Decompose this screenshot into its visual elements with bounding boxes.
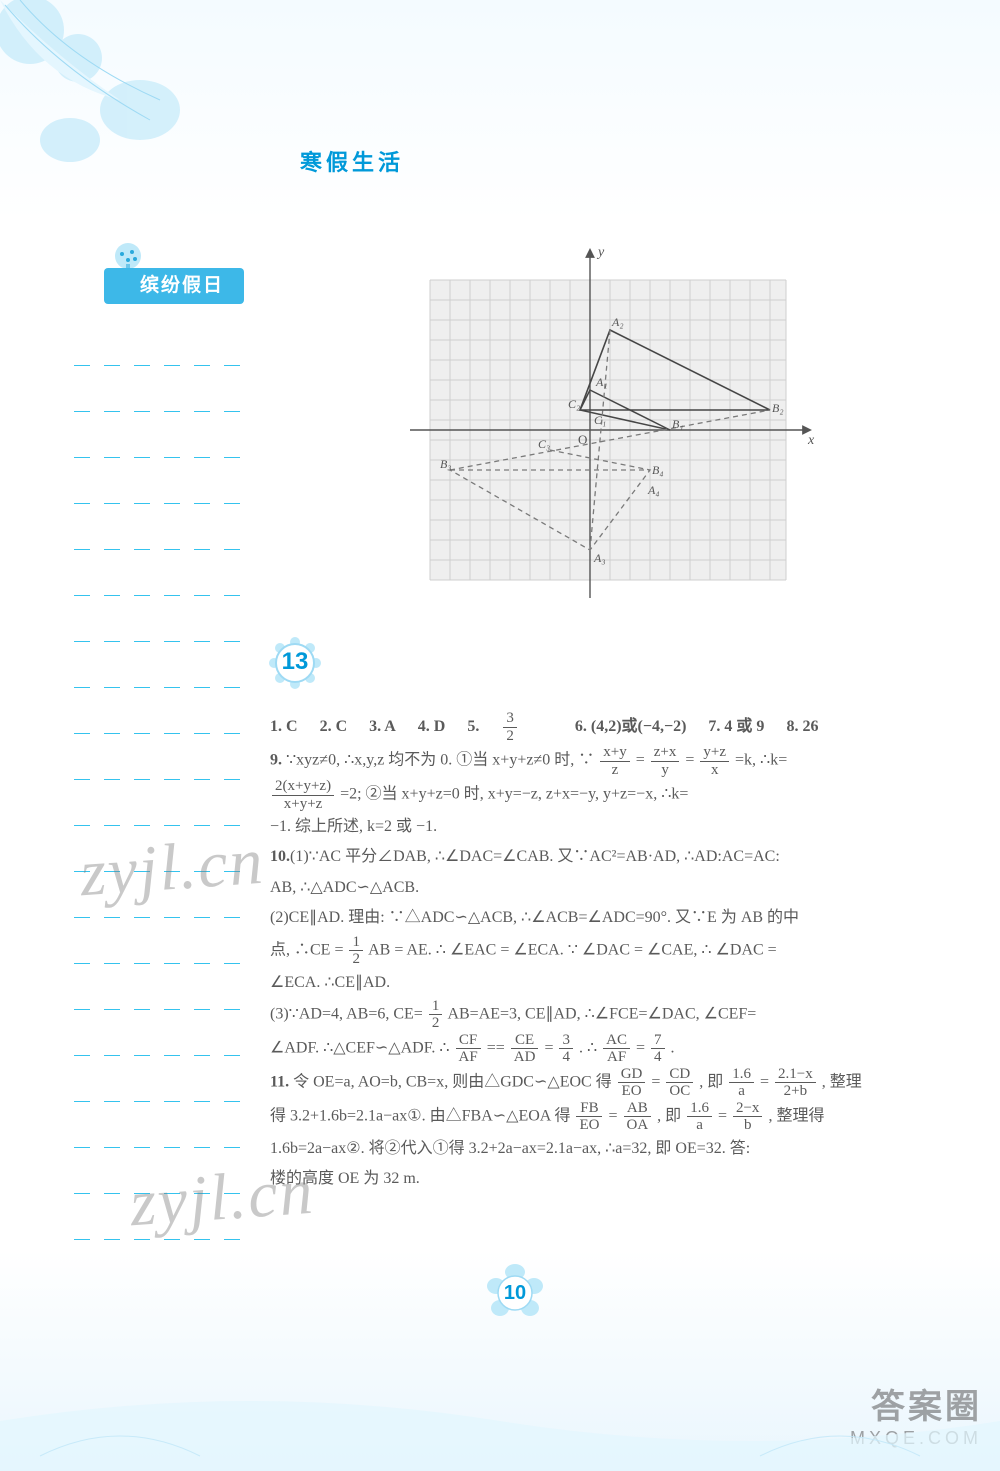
svg-text:C₃: C₃ (538, 437, 550, 451)
svg-text:C₂: C₂ (568, 397, 580, 411)
q10-p3a: (3)∵AD=4, AB=6, CE= 12 AB=AE=3, CE∥AD, ∴… (270, 998, 920, 1032)
answer-content: 1. C 2. C 3. A 4. D 5. 32 6. (4,2)或(−4,−… (270, 710, 920, 1195)
svg-text:B₄: B₄ (652, 463, 664, 477)
section-number: 13 (268, 636, 322, 690)
corner-decoration (0, 0, 260, 200)
page-number-badge: 10 (486, 1264, 544, 1322)
svg-text:A₄: A₄ (647, 483, 660, 497)
page-number: 10 (486, 1264, 544, 1322)
answers-row: 1. C 2. C 3. A 4. D 5. 32 6. (4,2)或(−4,−… (270, 710, 920, 744)
coordinate-graph: x y O A₁ B₁ C₁ C₂ A₂ B₂ B₃ C₃ B₄ A₄ A₃ (370, 238, 820, 618)
svg-text:A₃: A₃ (593, 551, 606, 565)
sidebar-ruled-lines (74, 320, 248, 1240)
q11-l4: 楼的高度 OE 为 32 m. (270, 1164, 920, 1194)
svg-text:B₁: B₁ (672, 417, 684, 431)
q11-l2: 得 3.2+1.6b=2.1a−ax①. 由△FBA∽△EOA 得 FBEO =… (270, 1100, 920, 1134)
q10-p2a: (2)CE∥AD. 理由: ∵△ADC∽△ACB, ∴∠ACB=∠ADC=90°… (270, 903, 920, 933)
section-badge: 13 (268, 636, 322, 690)
q10-p1a: 10.(1)∵AC 平分∠DAB, ∴∠DAC=∠CAB. 又∵AC²=AB·A… (270, 842, 920, 872)
footer-decoration (0, 1361, 1000, 1471)
corner-watermark: 答案圈 MXQE.COM (850, 1379, 982, 1449)
q10-p3b: ∠ADF. ∴△CEF∽△ADF. ∴ CFAF == CEAD = 34 . … (270, 1032, 920, 1066)
q10-p1b: AB, ∴△ADC∽△ACB. (270, 873, 920, 903)
svg-text:B₂: B₂ (772, 401, 784, 415)
svg-text:y: y (596, 245, 605, 260)
q9-line3: −1. 综上所述, k=2 或 −1. (270, 812, 920, 842)
svg-text:A₁: A₁ (595, 375, 608, 389)
svg-text:x: x (807, 433, 815, 448)
q9-line1: 9. ∵xyz≠0, ∴x,y,z 均不为 0. ①当 x+y+z≠0 时, ∵… (270, 744, 920, 778)
svg-text:C₁: C₁ (594, 413, 606, 427)
q11-l1: 11. 令 OE=a, AO=b, CB=x, 则由△GDC∽△EOC 得 GD… (270, 1066, 920, 1100)
q10-p2b: 点, ∴CE = 12 AB = AE. ∴ ∠EAC = ∠ECA. ∵ ∠D… (270, 934, 920, 968)
svg-text:B₃: B₃ (440, 457, 452, 471)
sidebar-badge: 缤纷假日 (104, 268, 244, 304)
q9-line2: 2(x+y+z)x+y+z =2; ②当 x+y+z=0 时, x+y=−z, … (270, 778, 920, 812)
page-title: 寒假生活 (300, 145, 404, 177)
svg-text:A₂: A₂ (611, 315, 624, 329)
q10-p2c: ∠ECA. ∴CE∥AD. (270, 968, 920, 998)
q11-l3: 1.6b=2a−ax②. 将②代入①得 3.2+2a−ax=2.1a−ax, ∴… (270, 1134, 920, 1164)
